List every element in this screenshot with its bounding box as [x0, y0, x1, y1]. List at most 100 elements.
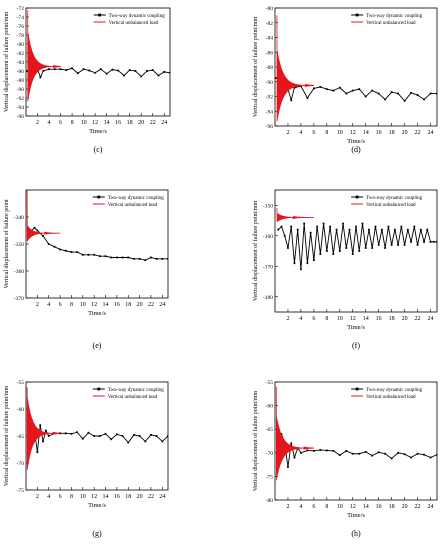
- x-tick-label: 16: [114, 494, 120, 500]
- x-tick-label: 18: [389, 316, 395, 322]
- series-point: [381, 228, 383, 231]
- series-point: [93, 435, 96, 437]
- series-point: [436, 92, 437, 95]
- series-point: [429, 92, 432, 95]
- series-point: [358, 452, 361, 455]
- x-tick-label: 8: [325, 130, 328, 136]
- series-point: [397, 451, 400, 454]
- series-point: [64, 249, 67, 252]
- y-tick-label: -65: [17, 434, 25, 440]
- series-point: [364, 450, 367, 453]
- legend-label: Vertical unbalanced load: [366, 203, 416, 208]
- series-point: [70, 251, 73, 253]
- series-point: [423, 240, 425, 243]
- x-tick-label: 2: [286, 316, 289, 322]
- x-tick-label: 20: [402, 504, 408, 510]
- y-tick-label: -76: [17, 24, 25, 30]
- series-point: [157, 74, 160, 77]
- series-point: [127, 441, 130, 444]
- series-point: [426, 228, 429, 231]
- y-tick-label: -74: [17, 15, 25, 21]
- y-axis-label: Vertical displacement of failure point: [3, 199, 10, 289]
- panel-f: 2 4 6 8 10 12 14 16 18 20 22 24-180-170-160-150Time…: [252, 189, 438, 350]
- y-tick-label: -160: [263, 234, 273, 240]
- x-tick-label: 10: [81, 120, 87, 126]
- series-point: [133, 434, 135, 436]
- x-tick-label: 14: [103, 302, 109, 308]
- series-point: [42, 440, 44, 443]
- series-point: [163, 71, 166, 73]
- y-tick-label: -94: [266, 109, 274, 115]
- series-point: [319, 449, 322, 451]
- series-point: [300, 451, 302, 454]
- series-point: [71, 67, 73, 70]
- series-point: [368, 228, 370, 231]
- x-tick-label: 18: [125, 302, 131, 308]
- series-point: [39, 424, 42, 427]
- series-point: [387, 225, 390, 228]
- y-tick-label: -55: [266, 380, 274, 386]
- series-point: [432, 240, 435, 243]
- y-tick-label: -60: [266, 404, 274, 410]
- plot-frame: [274, 189, 438, 313]
- x-tick-label: 6: [312, 130, 315, 136]
- y-tick-label: -82: [17, 51, 25, 57]
- series-point: [47, 435, 50, 437]
- series-point: [290, 442, 293, 445]
- series-line-dynamic-coupling: [31, 227, 168, 261]
- x-tick-label: 22: [415, 130, 421, 136]
- series-point: [325, 88, 328, 91]
- series-point: [306, 449, 309, 452]
- series-point: [293, 456, 296, 459]
- series-point: [140, 75, 143, 78]
- x-tick-label: 4: [47, 302, 50, 308]
- x-tick-label: 24: [428, 504, 434, 510]
- x-tick-label: 20: [137, 302, 143, 308]
- series-point: [121, 256, 124, 259]
- legend-label: Vertical unbalanced load: [108, 395, 158, 400]
- panel-e: 2 4 6 8 10 12 14 16 18 20 22 24-370-360-350-340Time…: [3, 189, 169, 350]
- y-tick-label: -75: [17, 488, 25, 494]
- series-point: [115, 256, 118, 259]
- x-tick-label: 10: [337, 316, 343, 322]
- series-point: [348, 228, 351, 231]
- series-point: [53, 245, 56, 248]
- series-point: [293, 86, 296, 89]
- series-point: [127, 256, 130, 259]
- series-point: [416, 94, 419, 96]
- series-point: [287, 466, 289, 468]
- legend-marker: [98, 13, 102, 17]
- series-point: [280, 225, 283, 228]
- series-point: [98, 435, 101, 437]
- series-line-dynamic-coupling: [276, 75, 437, 102]
- x-tick-label: 12: [350, 316, 356, 322]
- x-tick-label: 16: [114, 302, 120, 308]
- series-point: [70, 432, 73, 435]
- x-axis-label: Time/s: [88, 310, 106, 317]
- series-point: [110, 438, 113, 441]
- series-point: [397, 92, 400, 95]
- legend-label: Vertical unbalanced load: [109, 21, 159, 26]
- panel-caption: (h): [351, 529, 361, 538]
- series-point: [345, 247, 348, 249]
- series-point: [351, 452, 354, 455]
- x-tick-label: 20: [402, 130, 408, 136]
- series-point: [104, 432, 107, 435]
- x-tick-label: 10: [337, 130, 343, 136]
- plot-area: [276, 208, 437, 271]
- series-point: [42, 235, 44, 237]
- x-tick-label: 8: [71, 120, 74, 126]
- series-point: [384, 98, 387, 101]
- x-tick-label: 2: [286, 504, 289, 510]
- y-axis-label: Vertical displacement of failure point/m…: [252, 17, 259, 118]
- x-tick-label: 12: [91, 302, 97, 308]
- series-point: [110, 256, 113, 259]
- y-tick-label: -370: [14, 296, 24, 302]
- x-tick-label: 8: [70, 302, 73, 308]
- series-point: [296, 228, 299, 231]
- series-line-unbalanced-load: [275, 386, 315, 481]
- series-point: [290, 225, 293, 228]
- y-tick-label: -92: [17, 96, 25, 102]
- series-point: [150, 256, 152, 259]
- series-point: [167, 257, 168, 260]
